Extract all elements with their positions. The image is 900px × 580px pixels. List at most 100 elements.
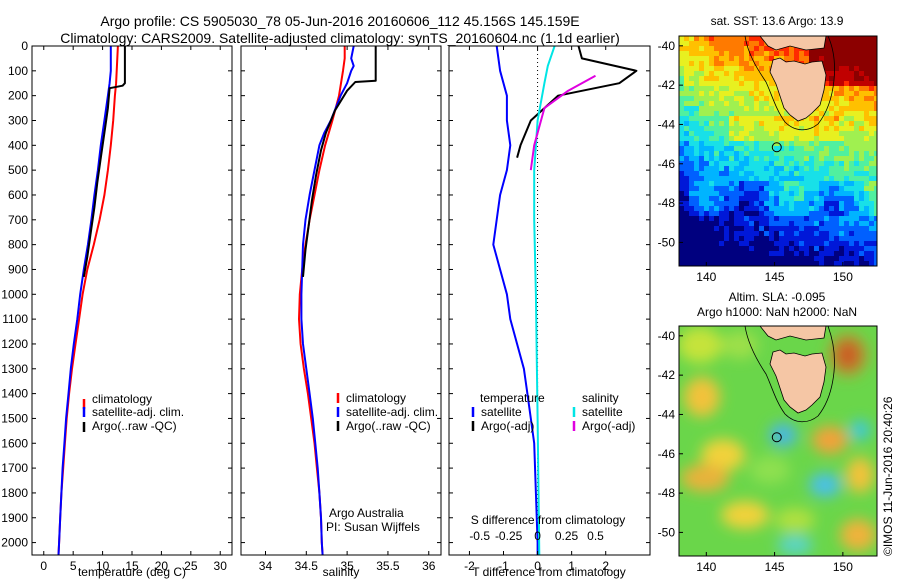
argo-float-marker	[771, 142, 782, 153]
tasmania-landmass	[769, 57, 827, 122]
sst-cell	[729, 71, 735, 77]
salinity-axes-frame	[240, 45, 442, 556]
sst-cell	[709, 171, 715, 177]
sst-cell	[714, 86, 720, 92]
sst-cell	[849, 201, 855, 207]
sst-cell	[749, 121, 755, 127]
sst-cell	[844, 256, 850, 262]
sst-cell	[869, 86, 875, 92]
sst-cell	[754, 111, 760, 117]
temperature-xlabel: temperature (deg C)	[78, 565, 186, 579]
sst-cell	[789, 166, 795, 172]
sst-cell	[814, 261, 820, 266]
sst-cell	[764, 71, 770, 77]
sst-cell	[834, 151, 840, 157]
sst-cell	[874, 46, 877, 52]
sst-cell	[799, 186, 805, 192]
difference-x2-tick-label: -0.25	[495, 529, 523, 543]
sst-cell	[829, 81, 835, 87]
sst-cell	[704, 81, 710, 87]
sst-cell	[689, 246, 695, 252]
sst-cell	[814, 186, 820, 192]
sst-cell	[869, 191, 875, 197]
lon-tick-label: 145	[765, 270, 785, 284]
sst-cell	[739, 66, 745, 72]
sst-cell	[869, 36, 875, 42]
sst-cell	[684, 121, 690, 127]
sst-cell	[754, 81, 760, 87]
sst-cell	[834, 261, 840, 266]
sst-cell	[874, 196, 877, 202]
sst-cell	[704, 231, 710, 237]
sst-cell	[819, 216, 825, 222]
sst-cell	[864, 231, 870, 237]
sst-cell	[734, 231, 740, 237]
sst-cell	[719, 126, 725, 132]
sst-cell	[789, 256, 795, 262]
coastline-contour	[744, 326, 835, 423]
sst-cell	[719, 46, 725, 52]
sst-cell	[799, 131, 805, 137]
sst-cell	[754, 241, 760, 247]
sst-cell	[819, 101, 825, 107]
sst-cell	[749, 176, 755, 182]
sst-cell	[844, 131, 850, 137]
sst-cell	[774, 166, 780, 172]
sst-cell	[869, 226, 875, 232]
sst-cell	[684, 256, 690, 262]
sst-cell	[724, 181, 730, 187]
temperature-x-tick-label: 30	[214, 559, 228, 573]
sst-cell	[829, 171, 835, 177]
sst-heatmap	[679, 36, 877, 266]
sst-cell	[749, 51, 755, 57]
sst-cell	[834, 146, 840, 152]
imos-credit: ©IMOS 11-Jun-2016 20:40:26	[881, 396, 895, 556]
sst-cell	[869, 126, 875, 132]
lat-tick-label: -46	[658, 447, 676, 461]
sst-cell	[769, 126, 775, 132]
sst-cell	[874, 256, 877, 262]
sst-cell	[774, 261, 780, 266]
sst-cell	[804, 236, 810, 242]
sst-cell	[704, 136, 710, 142]
sst-cell	[689, 146, 695, 152]
sst-cell	[804, 146, 810, 152]
sst-cell	[774, 51, 780, 57]
sst-cell	[754, 156, 760, 162]
sst-cell	[704, 206, 710, 212]
sst-cell	[864, 111, 870, 117]
sst-cell	[804, 216, 810, 222]
sst-cell	[699, 131, 705, 137]
sst-cell	[869, 146, 875, 152]
sst-cell	[834, 196, 840, 202]
sst-cell	[874, 51, 877, 57]
sst-cell	[849, 181, 855, 187]
sst-cell	[739, 71, 745, 77]
sst-cell	[789, 201, 795, 207]
sst-cell	[694, 56, 700, 62]
sst-cell	[824, 41, 830, 47]
sst-cell	[819, 211, 825, 217]
sst-cell	[739, 41, 745, 47]
sst-cell	[774, 241, 780, 247]
sst-cell	[794, 151, 800, 157]
sst-cell	[719, 186, 725, 192]
sst-cell	[704, 156, 710, 162]
sst-cell	[724, 36, 730, 42]
sst-cell	[844, 71, 850, 77]
sst-cell	[874, 56, 877, 62]
sst-cell	[699, 46, 705, 52]
sst-cell	[849, 206, 855, 212]
depth-tick-label: 600	[8, 188, 28, 202]
sst-cell	[869, 171, 875, 177]
sst-cell	[819, 176, 825, 182]
sst-cell	[809, 216, 815, 222]
lon-tick-label: 145	[765, 560, 785, 574]
sst-cell	[814, 116, 820, 122]
sst-cell	[724, 101, 730, 107]
coastline-contour	[744, 36, 835, 131]
sst-cell	[774, 176, 780, 182]
sst-cell	[839, 96, 845, 102]
sst-cell	[759, 161, 765, 167]
sst-cell	[689, 81, 695, 87]
